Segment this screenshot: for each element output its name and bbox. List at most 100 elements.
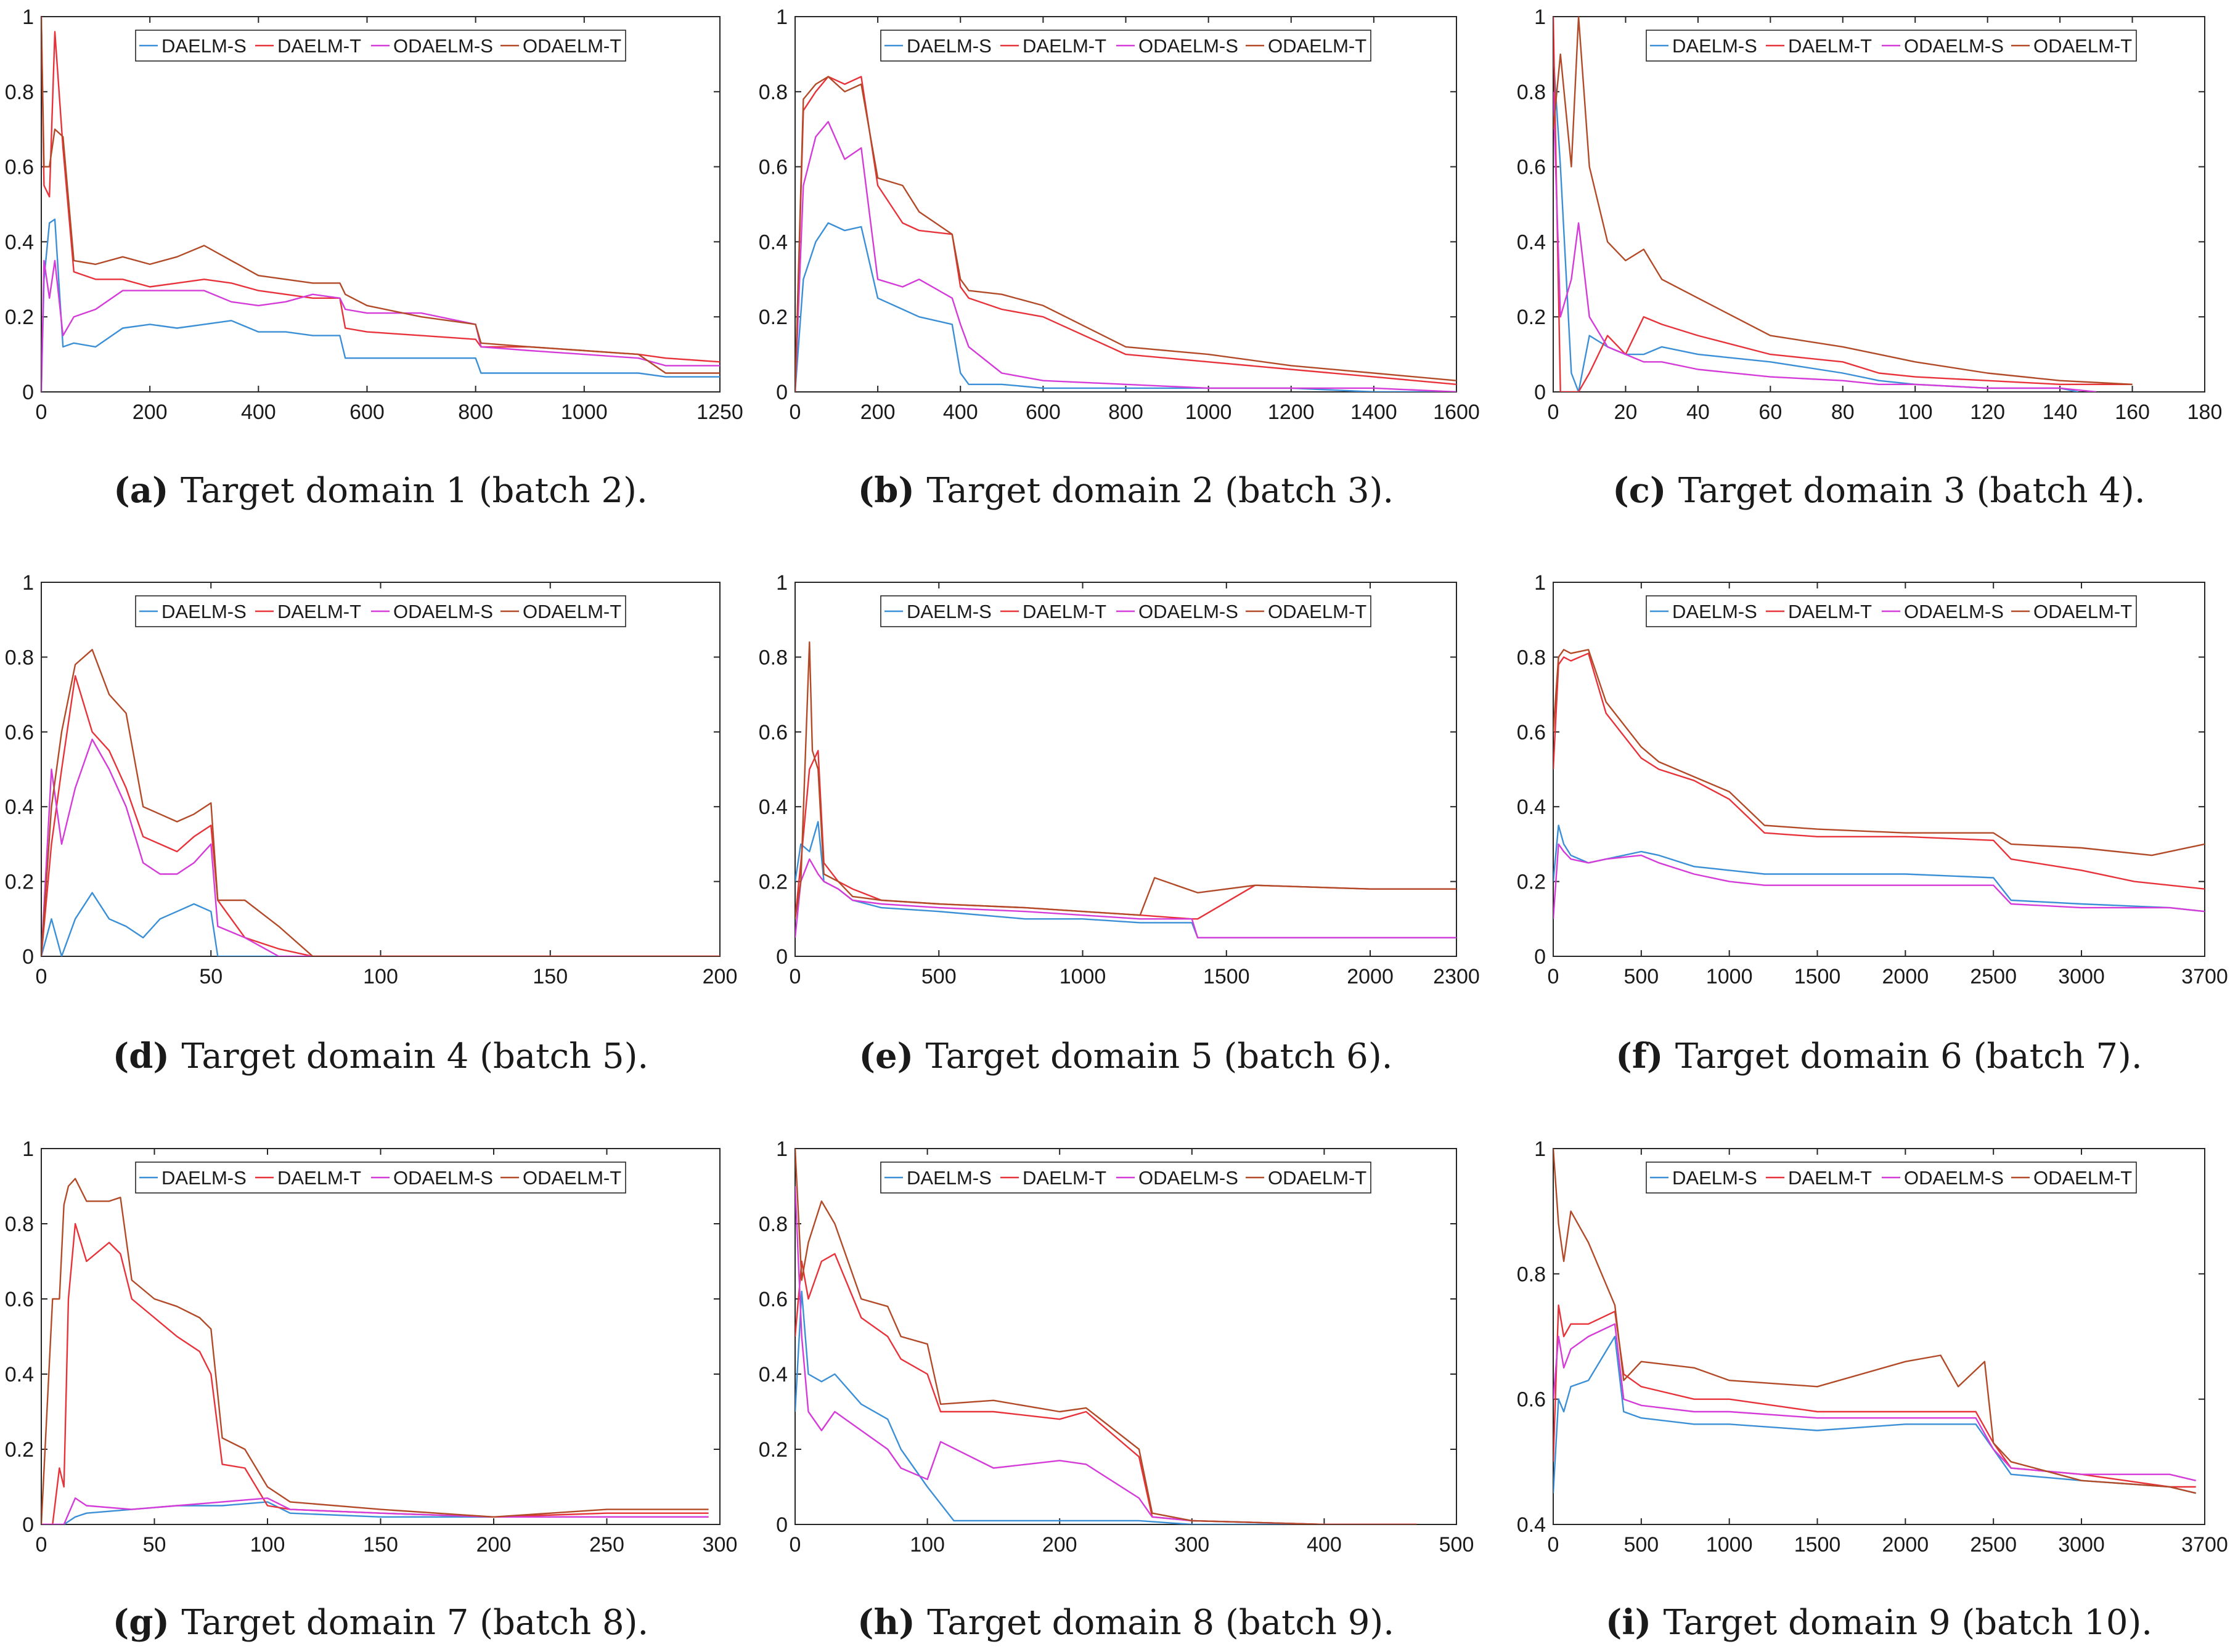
legend-label: DAELM-T — [1023, 601, 1106, 622]
x-tick-label: 0 — [790, 401, 801, 424]
legend-label: DAELM-S — [1672, 35, 1757, 57]
panel-caption-text: Target domain 9 (batch 10). — [1664, 1603, 2152, 1643]
x-tick-label: 1000 — [1185, 401, 1232, 424]
series-line-odaelm-s — [1553, 91, 2096, 392]
x-tick-label: 200 — [703, 965, 738, 988]
x-tick-label: 20 — [1614, 401, 1638, 424]
panel-label: (a) — [113, 470, 181, 511]
series-line-odaelm-t — [795, 76, 1456, 392]
y-tick-label: 1 — [22, 1137, 34, 1161]
y-tick-label: 1 — [776, 571, 788, 595]
chart-panel-3: 0 20 40 60 80 100 120 140 160 180 0 0.2 0.4 0.6 0.8 1 DA… — [1517, 6, 2223, 511]
x-tick-label: 3700 — [2181, 965, 2228, 988]
legend-label: DAELM-T — [277, 35, 361, 57]
y-tick-label: 0.4 — [5, 1363, 34, 1386]
x-tick-label: 200 — [1042, 1533, 1077, 1556]
series-line-odaelm-s — [41, 738, 720, 956]
panel-caption: (c) Target domain 3 (batch 4). — [1612, 470, 2145, 511]
y-tick-label: 0.8 — [5, 646, 34, 669]
y-tick-label: 0 — [776, 1513, 788, 1537]
legend-label: DAELM-T — [277, 601, 361, 622]
legend-label: ODAELM-S — [1138, 1167, 1238, 1189]
x-tick-label: 400 — [1307, 1533, 1342, 1556]
legend: DAELM-S DAELM-T ODAELM-S ODAELM-T — [1646, 595, 2137, 627]
legend-label: ODAELM-T — [523, 35, 621, 57]
y-tick-label: 1 — [1534, 1137, 1546, 1161]
x-tick-label: 2000 — [1882, 1533, 1929, 1556]
y-tick-label: 0.8 — [759, 81, 788, 104]
y-tick-label: 0.6 — [759, 1288, 788, 1311]
panel-caption: (e) Target domain 5 (batch 6). — [859, 1036, 1393, 1076]
x-tick-label: 0 — [36, 965, 47, 988]
legend-label: ODAELM-T — [1268, 35, 1366, 57]
series-line-daelm-s — [41, 218, 720, 392]
x-tick-label: 0 — [1548, 965, 1559, 988]
y-tick-label: 0 — [1534, 381, 1546, 404]
x-tick-label: 600 — [349, 401, 385, 424]
series-line-daelm-s — [795, 1290, 1417, 1524]
panel-label: (h) — [857, 1602, 927, 1643]
x-tick-label: 2000 — [1882, 965, 1929, 988]
legend-box — [1646, 30, 2137, 62]
panel-caption-text: Target domain 1 (batch 2). — [181, 471, 648, 511]
legend-label: ODAELM-T — [523, 601, 621, 622]
panel-label: (c) — [1612, 470, 1678, 511]
x-tick-label: 180 — [2187, 401, 2223, 424]
series-line-odaelm-t — [41, 649, 720, 956]
plot-area — [41, 16, 721, 393]
x-tick-label: 3000 — [2058, 1533, 2105, 1556]
y-tick-label: 0 — [776, 381, 788, 404]
x-tick-label: 800 — [458, 401, 493, 424]
legend-label: DAELM-T — [1023, 1167, 1106, 1189]
y-tick-label: 0.2 — [1517, 306, 1546, 329]
y-tick-label: 0 — [776, 945, 788, 969]
series-line-odaelm-s — [41, 259, 720, 392]
panel-caption-text: Target domain 8 (batch 9). — [927, 1603, 1394, 1643]
legend-label: DAELM-T — [1788, 601, 1872, 622]
legend-label: ODAELM-S — [1904, 35, 2004, 57]
legend-label: ODAELM-S — [1138, 35, 1238, 57]
y-tick-label: 0.8 — [759, 1213, 788, 1236]
panel-caption-text: Target domain 6 (batch 7). — [1675, 1036, 2142, 1076]
plot-area — [1553, 1148, 2205, 1525]
y-tick-label: 0.4 — [759, 1363, 788, 1386]
x-tick-label: 1000 — [561, 401, 608, 424]
legend-label: ODAELM-S — [393, 1167, 493, 1189]
y-tick-label: 1 — [776, 6, 788, 29]
legend-label: DAELM-S — [907, 601, 992, 622]
legend-label: ODAELM-T — [1268, 601, 1366, 622]
legend-label: DAELM-S — [161, 35, 247, 57]
series-line-daelm-t — [41, 675, 720, 956]
panel-caption-text: Target domain 3 (batch 4). — [1678, 471, 2146, 511]
series-line-odaelm-t — [1553, 17, 2133, 385]
plot-area — [1553, 16, 2205, 393]
y-tick-label: 0.8 — [759, 646, 788, 669]
y-tick-label: 0.8 — [5, 81, 34, 104]
y-tick-label: 0.4 — [759, 230, 788, 254]
chart-panel-5: 0 500 1000 1500 2000 2300 0 0.2 0.4 0.6 0.8 1 DAELM-… — [759, 571, 1480, 1076]
panel-caption: (h) Target domain 8 (batch 9). — [857, 1602, 1394, 1643]
x-tick-label: 140 — [2043, 401, 2078, 424]
x-tick-label: 150 — [533, 965, 568, 988]
x-tick-label: 50 — [199, 965, 223, 988]
y-tick-label: 0 — [1534, 945, 1546, 969]
legend-label: DAELM-S — [907, 35, 992, 57]
y-tick-label: 1 — [1534, 6, 1546, 29]
y-tick-label: 0.8 — [5, 1213, 34, 1236]
x-tick-label: 0 — [790, 1533, 801, 1556]
series-line-daelm-s — [1553, 1335, 2196, 1494]
x-tick-label: 160 — [2115, 401, 2150, 424]
legend: DAELM-S DAELM-T ODAELM-S ODAELM-T — [880, 30, 1371, 62]
legend-label: DAELM-S — [1672, 1167, 1757, 1189]
panel-caption-text: Target domain 7 (batch 8). — [181, 1603, 648, 1643]
x-tick-label: 400 — [241, 401, 276, 424]
x-tick-label: 1600 — [1433, 401, 1480, 424]
legend-label: DAELM-T — [1788, 1167, 1872, 1189]
x-tick-label: 250 — [589, 1533, 624, 1556]
legend-label: DAELM-S — [907, 1167, 992, 1189]
series-line-odaelm-s — [1553, 843, 2205, 919]
series-line-odaelm-t — [41, 17, 720, 374]
panel-caption-text: Target domain 4 (batch 5). — [181, 1036, 648, 1076]
